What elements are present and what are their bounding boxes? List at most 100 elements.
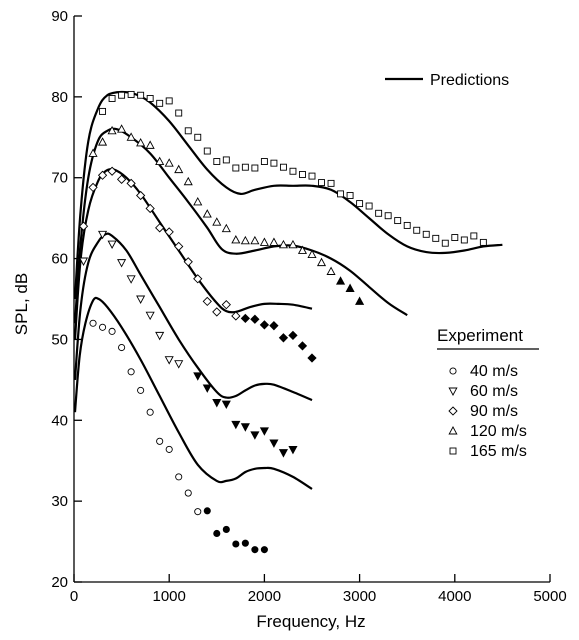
data-point — [99, 107, 107, 115]
data-point — [89, 319, 97, 327]
data-point — [231, 311, 241, 321]
x-tick-label: 2000 — [248, 588, 281, 605]
data-point — [193, 274, 203, 284]
data-point — [155, 223, 165, 233]
data-point — [118, 91, 126, 99]
legend-marker — [448, 406, 458, 416]
y-tick-label: 90 — [51, 8, 68, 25]
data-point-filled — [288, 330, 298, 341]
y-axis-title: SPL, dB — [12, 273, 31, 335]
data-point — [318, 179, 325, 187]
data-point — [164, 227, 174, 237]
legend-entry-label: 90 m/s — [470, 403, 518, 420]
data-point-filled — [240, 313, 250, 324]
data-point — [165, 445, 173, 453]
data-point — [127, 90, 135, 98]
data-point — [394, 217, 402, 225]
data-point — [289, 167, 297, 175]
data-point — [117, 124, 127, 133]
data-point — [136, 190, 146, 201]
data-point-filled — [336, 276, 346, 285]
data-point — [126, 132, 136, 141]
x-axis-title: Frequency, Hz — [256, 612, 365, 631]
data-point — [127, 368, 135, 376]
data-point — [118, 343, 126, 352]
legend-experiment: Experiment 40 m/s 60 m/s 90 m/s 120 m/s 165 … — [437, 326, 539, 460]
data-point — [78, 221, 89, 231]
data-point — [156, 99, 164, 107]
data-point-filled — [269, 439, 279, 448]
prediction-curve — [73, 296, 313, 490]
data-point — [193, 197, 203, 206]
data-point — [183, 176, 193, 186]
legend-predictions: Predictions — [385, 72, 509, 89]
data-point — [326, 266, 336, 275]
data-point — [145, 203, 155, 214]
data-point — [288, 239, 298, 249]
series-165ms — [99, 90, 487, 247]
data-point-filled — [193, 372, 203, 381]
prediction-curve — [73, 127, 408, 324]
y-tick-label: 40 — [51, 412, 68, 429]
data-point — [202, 209, 212, 218]
data-point-filled — [240, 423, 250, 432]
data-point — [316, 257, 327, 267]
data-point — [126, 178, 136, 189]
data-point — [212, 217, 222, 226]
data-point — [126, 275, 136, 284]
data-point — [269, 237, 279, 246]
data-point — [174, 164, 184, 174]
data-point — [308, 172, 316, 180]
data-point — [221, 300, 231, 310]
data-point — [194, 508, 202, 516]
data-point — [145, 140, 155, 149]
legend-marker — [448, 426, 458, 435]
data-point — [145, 311, 155, 321]
data-point — [165, 97, 173, 105]
series-90ms — [78, 166, 317, 363]
data-point — [251, 164, 259, 172]
data-point — [107, 240, 117, 249]
data-point — [174, 360, 184, 369]
data-point-filled — [202, 384, 212, 393]
y-axis-ticks: 20 30 40 50 60 70 80 90 — [51, 8, 82, 591]
data-point-filled — [259, 320, 270, 330]
data-point — [174, 241, 184, 252]
data-point — [194, 133, 202, 141]
data-point — [184, 127, 192, 135]
data-point — [78, 257, 89, 266]
data-point — [175, 109, 183, 117]
data-point — [108, 327, 116, 335]
series-40ms — [89, 319, 268, 554]
data-point — [136, 295, 146, 304]
y-tick-label: 30 — [51, 493, 68, 510]
data-point — [221, 223, 231, 233]
data-point — [278, 239, 288, 249]
data-point-filled — [231, 420, 241, 430]
x-tick-label: 5000 — [533, 588, 566, 605]
data-point — [307, 249, 317, 258]
prediction-curve — [73, 90, 503, 300]
x-axis-ticks: 0 1000 2000 3000 4000 5000 — [70, 574, 567, 605]
legend-marker — [449, 447, 457, 455]
data-point — [175, 473, 183, 481]
data-point — [98, 137, 108, 146]
data-point — [146, 95, 154, 102]
data-point — [156, 437, 164, 445]
y-tick-label: 20 — [51, 574, 68, 591]
legend-experiment-title: Experiment — [437, 326, 523, 345]
series-120ms — [88, 124, 365, 305]
data-point — [327, 179, 335, 187]
legend-entry-label: 40 m/s — [470, 363, 518, 380]
data-point-filled — [203, 507, 211, 515]
legend-entry-label: 60 m/s — [470, 383, 518, 400]
data-point — [279, 163, 287, 171]
legend-predictions-label: Predictions — [430, 72, 509, 89]
y-tick-label: 80 — [51, 89, 68, 106]
data-point — [441, 239, 449, 247]
data-point — [241, 163, 249, 171]
data-point — [250, 235, 260, 245]
data-point-filled — [212, 399, 222, 408]
x-tick-label: 0 — [70, 588, 78, 605]
